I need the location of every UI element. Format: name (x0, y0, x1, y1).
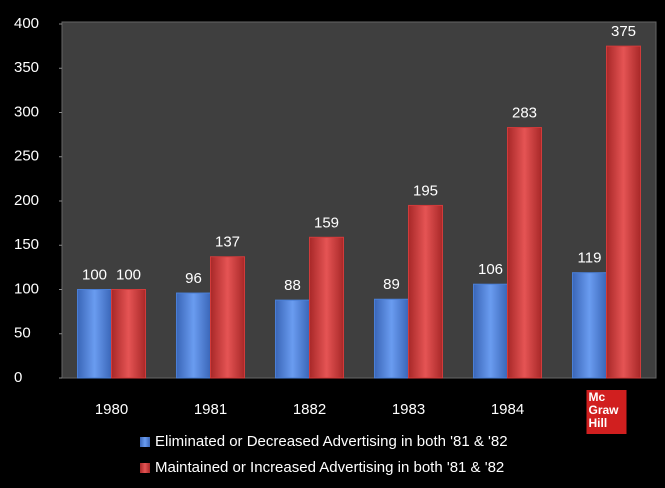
bar (606, 45, 641, 379)
logo-text: Hill (589, 416, 608, 430)
plot-area (61, 21, 657, 379)
bar (374, 298, 409, 379)
bar (210, 256, 245, 379)
x-tick-label: 1981 (194, 401, 227, 418)
bar (507, 127, 542, 379)
bar (473, 283, 508, 379)
y-tick-label: 300 (14, 103, 39, 120)
x-tick-label: 1984 (491, 401, 524, 418)
bar (176, 292, 211, 379)
logo-text: Mc (589, 390, 606, 404)
y-tick-label: 100 (14, 280, 39, 297)
y-tick-label: 350 (14, 59, 39, 76)
y-tick-label: 200 (14, 192, 39, 209)
legend-swatch (140, 437, 150, 447)
data-label: 96 (185, 270, 202, 287)
y-tick-label: 250 (14, 148, 39, 165)
x-tick-label: 1983 (392, 401, 425, 418)
data-label: 137 (215, 234, 240, 251)
y-tick-label: 0 (14, 369, 22, 386)
bar (309, 236, 344, 379)
y-tick-label: 50 (14, 325, 31, 342)
data-label: 89 (383, 276, 400, 293)
data-label: 283 (512, 105, 537, 122)
data-label: 106 (478, 261, 503, 278)
logo (586, 390, 627, 434)
legend-swatch (140, 463, 150, 473)
x-tick-label: 1980 (95, 401, 128, 418)
bar (275, 299, 310, 379)
x-tick-label: 1882 (293, 401, 326, 418)
logo-text: Graw (589, 403, 620, 417)
bar (572, 272, 607, 379)
legend-label: Maintained or Increased Advertising in b… (155, 459, 504, 476)
bar (408, 204, 443, 379)
y-tick-label: 150 (14, 236, 39, 253)
data-label: 100 (82, 266, 107, 283)
data-label: 88 (284, 277, 301, 294)
legend-label: Eliminated or Decreased Advertising in b… (155, 433, 508, 450)
data-label: 100 (116, 266, 141, 283)
y-tick-label: 400 (14, 15, 39, 32)
data-label: 159 (314, 214, 339, 231)
data-label: 119 (578, 250, 602, 267)
data-label: 195 (413, 182, 438, 199)
data-label: 375 (611, 23, 636, 40)
bar (77, 289, 112, 379)
bar (111, 289, 146, 379)
